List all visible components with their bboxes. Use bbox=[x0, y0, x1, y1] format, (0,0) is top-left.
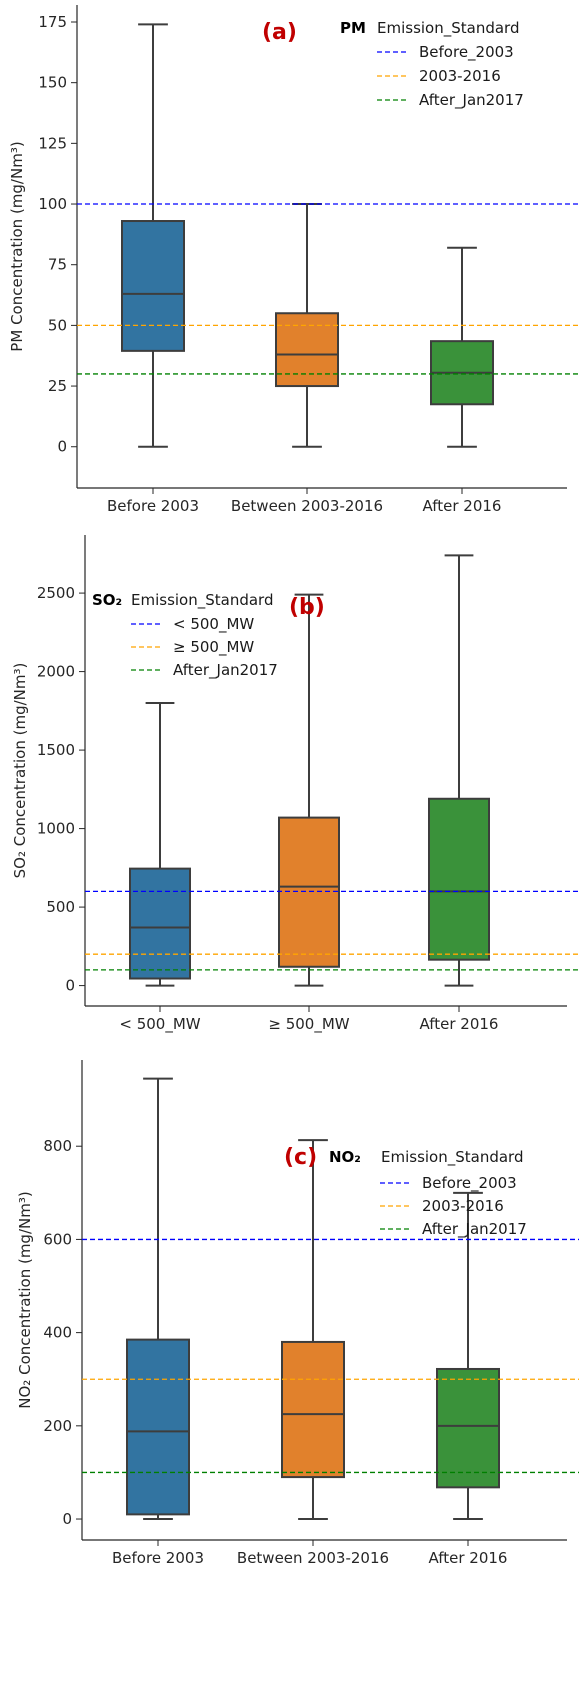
y-tick-label: 125 bbox=[38, 134, 67, 152]
y-tick-label: 1500 bbox=[37, 741, 75, 759]
y-tick-label: 0 bbox=[65, 977, 75, 995]
box-2 bbox=[278, 593, 340, 987]
iqr-box bbox=[129, 867, 191, 980]
y-tick-label: 175 bbox=[38, 13, 67, 31]
legend-entry: After_Jan2017 bbox=[422, 1220, 527, 1239]
iqr-box bbox=[281, 1340, 345, 1479]
y-axis-label: PM Concentration (mg/Nm³) bbox=[8, 141, 26, 351]
iqr-box bbox=[436, 1367, 500, 1489]
legend-title: Emission_Standard bbox=[381, 1148, 523, 1167]
box-3 bbox=[436, 1191, 500, 1521]
legend-entry: Before_2003 bbox=[419, 43, 514, 62]
legend: PM Emission_Standard Before_2003 2003-2016 A… bbox=[340, 19, 524, 110]
y-tick-label: 100 bbox=[38, 195, 67, 213]
legend-title: Emission_Standard bbox=[131, 591, 273, 610]
panel-label: (a) bbox=[262, 20, 297, 45]
legend-entry: < 500_MW bbox=[173, 615, 254, 634]
legend-pollutant: NO₂ bbox=[329, 1148, 361, 1166]
legend-entry: 2003-2016 bbox=[419, 67, 501, 85]
x-tick-label: After 2016 bbox=[420, 1015, 499, 1033]
iqr-box bbox=[126, 1338, 190, 1516]
box-3 bbox=[430, 246, 494, 448]
y-tick-label: 2500 bbox=[37, 584, 75, 602]
y-tick-label: 2000 bbox=[37, 663, 75, 681]
x-tick-label: < 500_MW bbox=[119, 1015, 200, 1034]
chart-panel-c: 0 200 400 600 800 NO₂ Concentration (mg/Nm³) B… bbox=[16, 1060, 579, 1567]
legend-entry: 2003-2016 bbox=[422, 1197, 504, 1215]
legend-title: Emission_Standard bbox=[377, 19, 519, 38]
y-tick-label: 50 bbox=[48, 316, 67, 334]
box-2 bbox=[281, 1139, 345, 1521]
iqr-box bbox=[428, 797, 490, 961]
iqr-box bbox=[121, 220, 185, 352]
iqr-box bbox=[275, 312, 339, 388]
box-1 bbox=[121, 23, 185, 448]
legend-entry: Before_2003 bbox=[422, 1174, 517, 1193]
x-tick-label: After 2016 bbox=[423, 497, 502, 515]
panel-label: (b) bbox=[289, 595, 325, 620]
legend-pollutant: PM bbox=[340, 19, 366, 37]
y-tick-label: 200 bbox=[43, 1417, 72, 1435]
y-axis-label: NO₂ Concentration (mg/Nm³) bbox=[16, 1191, 34, 1408]
iqr-box bbox=[278, 816, 340, 968]
x-tick-label: Between 2003-2016 bbox=[231, 497, 383, 515]
y-tick-label: 1000 bbox=[37, 820, 75, 838]
y-tick-label: 600 bbox=[43, 1230, 72, 1248]
legend-entry: After_Jan2017 bbox=[173, 661, 278, 680]
x-tick-label: Between 2003-2016 bbox=[237, 1549, 389, 1567]
y-tick-label: 500 bbox=[46, 898, 75, 916]
legend-pollutant: SO₂ bbox=[92, 591, 122, 609]
y-tick-label: 75 bbox=[48, 256, 67, 274]
box-1 bbox=[126, 1077, 190, 1521]
legend-entry: ≥ 500_MW bbox=[173, 638, 254, 657]
x-tick-label: After 2016 bbox=[429, 1549, 508, 1567]
y-tick-label: 150 bbox=[38, 74, 67, 92]
chart-panel-b: 0 500 1000 1500 2000 2500 SO₂ Concentration (m… bbox=[11, 535, 579, 1034]
panel-label: (c) bbox=[284, 1145, 317, 1170]
legend: NO₂ Emission_Standard Before_2003 2003-2016… bbox=[329, 1148, 527, 1239]
legend-entry: After_Jan2017 bbox=[419, 91, 524, 110]
x-tick-label: ≥ 500_MW bbox=[268, 1015, 349, 1034]
y-tick-label: 800 bbox=[43, 1137, 72, 1155]
chart-panel-a: 0 25 50 75 100 125 150 175 PM Concentration (mg/… bbox=[8, 5, 579, 515]
x-tick-label: Before 2003 bbox=[107, 497, 199, 515]
y-tick-label: 25 bbox=[48, 377, 67, 395]
y-axis-label: SO₂ Concentration (mg/Nm³) bbox=[11, 663, 29, 879]
y-tick-label: 400 bbox=[43, 1324, 72, 1342]
y-tick-label: 0 bbox=[57, 438, 67, 456]
y-tick-label: 0 bbox=[62, 1510, 72, 1528]
box-1 bbox=[129, 701, 191, 987]
legend: SO₂ Emission_Standard < 500_MW ≥ 500_MW Afte… bbox=[92, 591, 278, 680]
x-tick-label: Before 2003 bbox=[112, 1549, 204, 1567]
